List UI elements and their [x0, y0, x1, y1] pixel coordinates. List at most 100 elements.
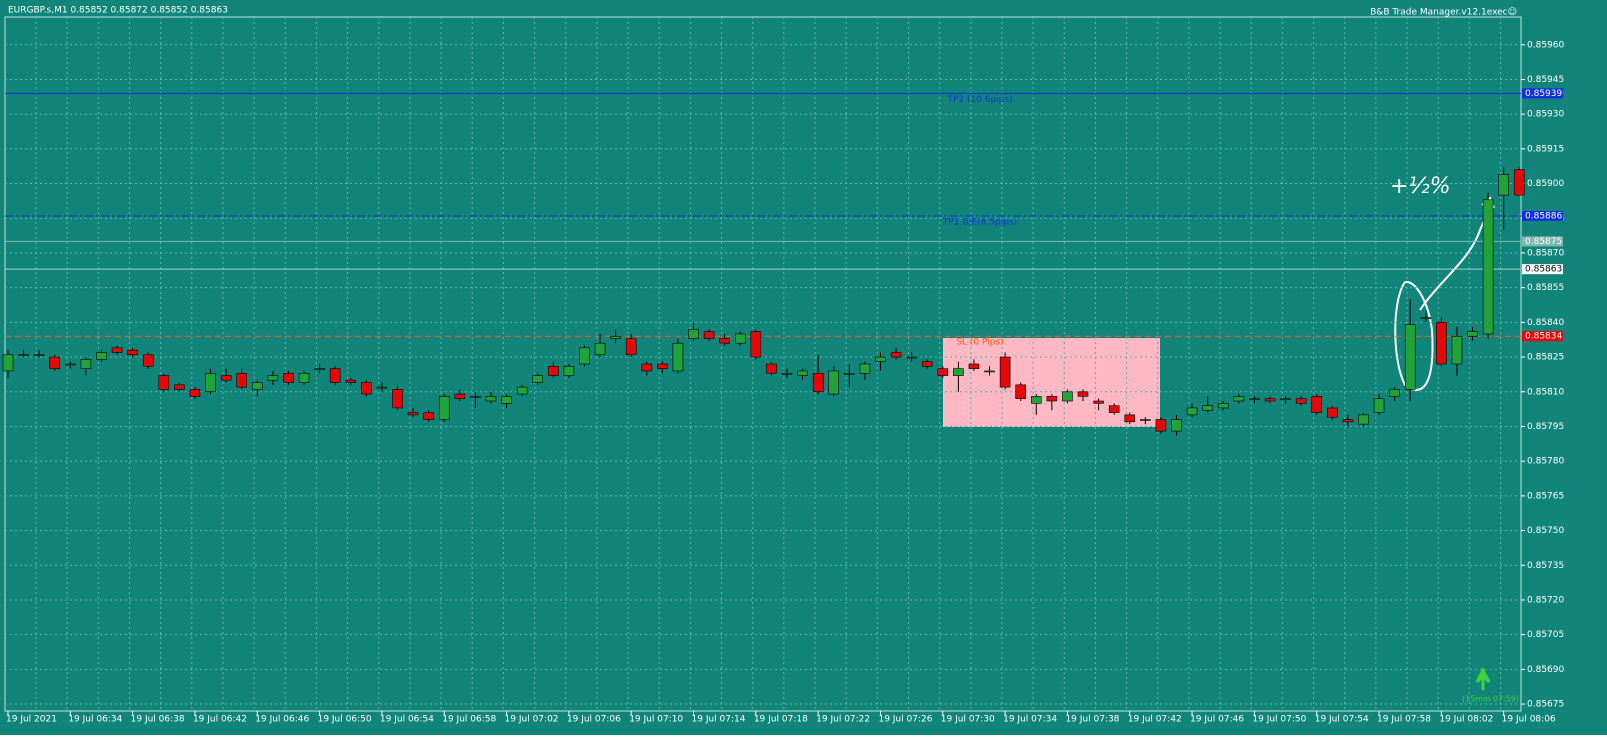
x-tick-label: 19 Jul 07:22 [816, 715, 870, 725]
candle-body [672, 342, 684, 372]
x-tick-label: 19 Jul 08:06 [1502, 715, 1556, 725]
candle-body [1513, 169, 1525, 196]
candle-body [33, 354, 45, 357]
candle-body [953, 368, 964, 376]
price-tag [1522, 236, 1563, 247]
x-tick-label: 19 Jul 07:46 [1190, 715, 1244, 725]
price-tag-label: 0.85834 [1525, 332, 1562, 342]
candle-body [49, 356, 61, 369]
x-tick-label: 19 Jul 06:46 [255, 715, 309, 725]
candle-body [1124, 414, 1136, 423]
candle-body [1155, 419, 1167, 432]
x-tick-label: 19 Jul 06:42 [193, 715, 247, 725]
candle-body [703, 331, 715, 339]
price-tag [1522, 210, 1563, 221]
x-tick-label: 19 Jul 07:58 [1377, 715, 1431, 725]
candle-body [859, 363, 871, 374]
candle-body [189, 389, 201, 397]
candle-body [828, 370, 840, 395]
x-tick-label: 19 Jul 06:38 [131, 715, 185, 725]
candle-body [454, 393, 466, 400]
candle-body [1420, 317, 1432, 320]
candle-body [361, 382, 372, 395]
candle-body [594, 342, 606, 356]
x-tick-label: 19 Jul 07:14 [692, 715, 746, 725]
candle-body [485, 396, 497, 402]
candle-body [18, 354, 29, 357]
y-tick-label: 0.85735 [1527, 561, 1564, 571]
candle-body [547, 366, 559, 376]
annotation: +½% [1390, 174, 1451, 199]
candle-body [80, 359, 92, 369]
candle-body [236, 372, 247, 388]
candle-body [205, 372, 216, 393]
candle-body [1467, 331, 1478, 337]
candle-body [127, 349, 138, 356]
y-tick-label: 0.85795 [1527, 422, 1564, 432]
candle-body [438, 396, 450, 420]
x-tick-label: 19 Jul 07:26 [878, 715, 932, 725]
candle-body [1280, 398, 1291, 401]
x-tick-label: 19 Jul 06:50 [318, 715, 372, 725]
vertical-grid [35, 17, 1502, 711]
y-tick-label: 0.85840 [1527, 318, 1564, 328]
x-tick-label: 19 Jul 2021 [6, 715, 57, 725]
candle-body [142, 354, 154, 367]
price-tag-label: 0.85863 [1525, 265, 1562, 275]
candle-body [1295, 398, 1307, 404]
price-tag-label: 0.85939 [1525, 89, 1562, 99]
signal-arrow [1475, 666, 1491, 690]
y-tick-label: 0.85960 [1527, 40, 1564, 50]
x-tick-label: 19 Jul 07:10 [629, 715, 683, 725]
x-tick-label: 19 Jul 07:42 [1128, 715, 1182, 725]
candle-body [968, 363, 980, 369]
zone-box [943, 338, 1160, 427]
candle-body [532, 375, 544, 383]
y-tick-label: 0.85930 [1527, 110, 1564, 120]
candle-body [875, 356, 886, 362]
y-tick-label: 0.85825 [1527, 353, 1564, 363]
candle-body [1077, 391, 1089, 397]
candle-body [392, 389, 403, 409]
level-label: TP2 (10.6pips) [946, 95, 1012, 105]
candle-body [1249, 398, 1260, 401]
x-tick-label: 19 Jul 07:06 [567, 715, 621, 725]
price-tag [1522, 88, 1563, 99]
candle-body [1140, 419, 1151, 421]
candle-body [579, 347, 590, 365]
candle-body [345, 379, 357, 383]
candle-body [641, 363, 653, 372]
candle-body [1389, 389, 1400, 397]
candle-body [1186, 407, 1198, 416]
candle-body [844, 372, 855, 375]
x-tick-label: 19 Jul 07:54 [1315, 715, 1369, 725]
candle-body [1342, 419, 1354, 423]
indicator-name: B&B Trade Manager.v12.1exec☺ [1370, 7, 1517, 18]
candle-body [1264, 398, 1276, 402]
x-tick-label: 19 Jul 08:02 [1439, 715, 1493, 725]
price-tag [1522, 264, 1563, 275]
candle-body [1451, 335, 1463, 365]
candle-body [1311, 396, 1323, 413]
candle-body [906, 356, 917, 359]
y-tick-label: 0.85690 [1527, 665, 1564, 675]
y-tick-label: 0.85705 [1527, 630, 1564, 640]
candle-body [657, 363, 668, 369]
candle-body [719, 338, 730, 344]
y-tick-label: 0.85915 [1527, 144, 1564, 154]
candle-body [2, 354, 14, 372]
candle-body [1373, 398, 1385, 413]
candle-body [797, 370, 808, 376]
x-tick-label: 19 Jul 07:34 [1003, 715, 1057, 725]
candle-body [1093, 400, 1104, 404]
candle-body [766, 363, 777, 374]
signal-label: (15min 07:59) [1462, 695, 1519, 704]
candle-body [1030, 396, 1042, 404]
x-tick-label: 19 Jul 06:34 [68, 715, 122, 725]
candle-body [1202, 405, 1213, 411]
y-tick-label: 0.85780 [1527, 457, 1564, 467]
y-tick-label: 0.85945 [1527, 75, 1564, 85]
candle-body [921, 361, 933, 367]
candle-body [781, 372, 793, 375]
